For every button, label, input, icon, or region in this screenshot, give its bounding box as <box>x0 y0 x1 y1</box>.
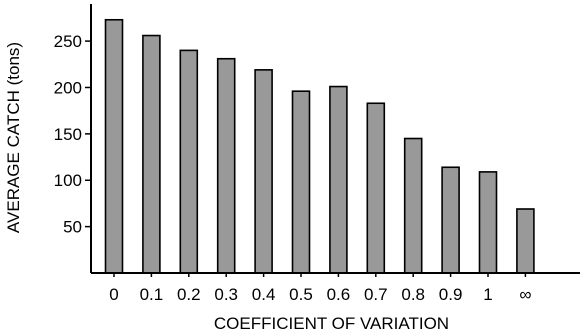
x-tick-label: 0.1 <box>140 285 164 304</box>
bar-0.2 <box>179 49 199 274</box>
bar-0.3 <box>216 57 236 274</box>
x-tick-label: ∞ <box>519 285 531 304</box>
bar-0.5 <box>291 90 311 274</box>
x-tick-label: 0.7 <box>364 285 388 304</box>
x-tick-label: 0.2 <box>177 285 201 304</box>
bar-0.8 <box>403 137 423 274</box>
x-tick-label: 0 <box>109 285 118 304</box>
y-tick-label: 100 <box>54 171 82 190</box>
bar-0.1 <box>142 34 161 274</box>
bar-1 <box>478 171 498 274</box>
y-tick-label: 250 <box>54 32 82 51</box>
x-tick-label: 0.6 <box>327 285 351 304</box>
bar-∞ <box>516 208 535 274</box>
x-axis-title: COEFFICIENT OF VARIATION <box>214 314 449 333</box>
bar-0.6 <box>329 85 348 274</box>
bar-0.4 <box>254 69 273 274</box>
y-axis-ticks: 50 100 150 200 250 <box>54 32 91 237</box>
x-tick-label: 1 <box>483 285 492 304</box>
x-tick-label: 0.3 <box>214 285 238 304</box>
bar-0 <box>104 18 124 274</box>
x-tick-label: 0.9 <box>439 285 463 304</box>
x-tick-label: 0.8 <box>401 285 425 304</box>
x-axis-ticks: 0 0.1 0.2 0.3 0.4 0.5 0.6 0.7 0.8 0.9 1 ∞ <box>109 273 531 304</box>
y-axis-title: AVERAGE CATCH (tons) <box>4 42 23 233</box>
x-tick-label: 0.5 <box>289 285 313 304</box>
y-tick-label: 50 <box>63 218 82 237</box>
x-tick-label: 0.4 <box>252 285 276 304</box>
bars-group <box>104 18 535 274</box>
bar-0.9 <box>441 166 460 274</box>
y-tick-label: 200 <box>54 78 82 97</box>
bar-0.7 <box>366 102 386 274</box>
y-tick-label: 150 <box>54 125 82 144</box>
